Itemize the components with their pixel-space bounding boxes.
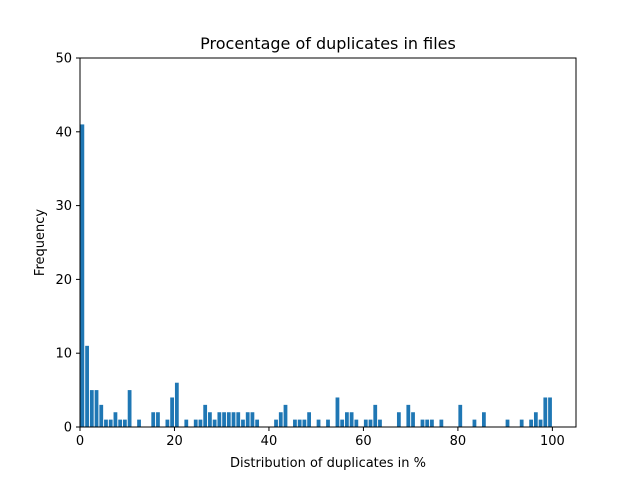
histogram-bar bbox=[297, 419, 302, 427]
histogram-bar bbox=[335, 397, 340, 427]
y-axis-ticks: 0 10 20 30 40 50 bbox=[55, 52, 80, 436]
y-tick-label: 30 bbox=[55, 199, 72, 214]
histogram-bar bbox=[396, 412, 401, 427]
histogram-bar bbox=[533, 412, 538, 427]
histogram-bar bbox=[420, 419, 425, 427]
y-tick-label: 40 bbox=[55, 125, 72, 140]
x-tick-label: 60 bbox=[355, 434, 372, 449]
histogram-bar bbox=[345, 412, 349, 427]
plot-frame bbox=[79, 57, 577, 428]
histogram-bar bbox=[137, 419, 141, 427]
histogram-bar bbox=[482, 412, 486, 427]
histogram-bar bbox=[127, 390, 132, 427]
histogram-bar bbox=[118, 419, 123, 427]
histogram-bar bbox=[193, 419, 198, 427]
histogram-bar bbox=[245, 412, 250, 427]
histogram-bar bbox=[255, 419, 260, 427]
x-tick-label: 20 bbox=[166, 434, 183, 449]
histogram-bar bbox=[250, 412, 255, 427]
x-tick-label: 0 bbox=[76, 434, 84, 449]
histogram-bar bbox=[340, 419, 345, 427]
bars-group bbox=[80, 124, 552, 428]
histogram-bar bbox=[174, 382, 179, 427]
histogram-bar bbox=[104, 419, 108, 427]
histogram-bar bbox=[203, 404, 208, 427]
histogram-bar bbox=[208, 412, 212, 427]
histogram-bar bbox=[89, 390, 94, 427]
chart-title: Procentage of duplicates in files bbox=[200, 34, 456, 53]
histogram-bar bbox=[307, 412, 311, 427]
histogram-bar bbox=[368, 419, 373, 427]
histogram-bar bbox=[326, 419, 330, 427]
histogram-bar bbox=[122, 419, 127, 427]
histogram-bar bbox=[278, 412, 283, 427]
histogram-bar bbox=[363, 419, 368, 427]
histogram-bar bbox=[538, 419, 543, 427]
histogram-bar bbox=[519, 419, 524, 427]
histogram-bar bbox=[406, 404, 411, 427]
x-axis-label: Distribution of duplicates in % bbox=[230, 456, 426, 471]
histogram-bar bbox=[293, 419, 297, 427]
histogram-bar bbox=[212, 419, 217, 427]
histogram-bar bbox=[529, 419, 534, 427]
histogram-bar bbox=[411, 412, 415, 427]
histogram-bar bbox=[548, 397, 552, 427]
histogram-bar bbox=[505, 419, 510, 427]
histogram-bar bbox=[425, 419, 430, 427]
histogram-bar bbox=[543, 397, 548, 427]
y-tick-label: 0 bbox=[64, 421, 72, 436]
histogram-bar bbox=[151, 412, 156, 427]
histogram-bar bbox=[378, 419, 382, 427]
histogram-bar bbox=[302, 419, 307, 427]
x-axis-ticks: 0 20 40 60 80 100 bbox=[76, 427, 565, 449]
histogram-bar bbox=[184, 419, 189, 427]
y-tick-label: 20 bbox=[55, 273, 72, 288]
histogram-bar bbox=[373, 404, 378, 427]
histogram-bar bbox=[108, 419, 113, 427]
x-tick-label: 80 bbox=[450, 434, 467, 449]
histogram-bar bbox=[458, 404, 463, 427]
y-tick-label: 10 bbox=[55, 347, 72, 362]
histogram-bar bbox=[198, 419, 203, 427]
histogram-bar bbox=[85, 345, 89, 427]
histogram-bar bbox=[236, 412, 241, 427]
histogram-bar bbox=[231, 412, 236, 427]
x-tick-label: 40 bbox=[261, 434, 278, 449]
histogram-bar bbox=[349, 412, 354, 427]
histogram-bar bbox=[283, 404, 288, 427]
histogram-bar bbox=[80, 124, 85, 428]
histogram-bar bbox=[226, 412, 231, 427]
histogram-bar bbox=[316, 419, 321, 427]
y-tick-label: 50 bbox=[55, 52, 72, 67]
histogram-bar bbox=[99, 404, 104, 427]
histogram-bar bbox=[274, 419, 278, 427]
histogram-bar bbox=[354, 419, 359, 427]
histogram-bar bbox=[472, 419, 477, 427]
histogram-bar bbox=[439, 419, 444, 427]
histogram-bar bbox=[430, 419, 434, 427]
histogram-bar bbox=[94, 390, 99, 427]
y-axis-label: Frequency bbox=[33, 209, 48, 276]
histogram-bar bbox=[222, 412, 226, 427]
histogram-bar bbox=[165, 419, 170, 427]
x-tick-label: 100 bbox=[540, 434, 565, 449]
histogram-bar bbox=[170, 397, 174, 427]
histogram-bar bbox=[241, 419, 245, 427]
histogram-bar bbox=[217, 412, 222, 427]
histogram-bar bbox=[156, 412, 160, 427]
histogram-bar bbox=[113, 412, 118, 427]
